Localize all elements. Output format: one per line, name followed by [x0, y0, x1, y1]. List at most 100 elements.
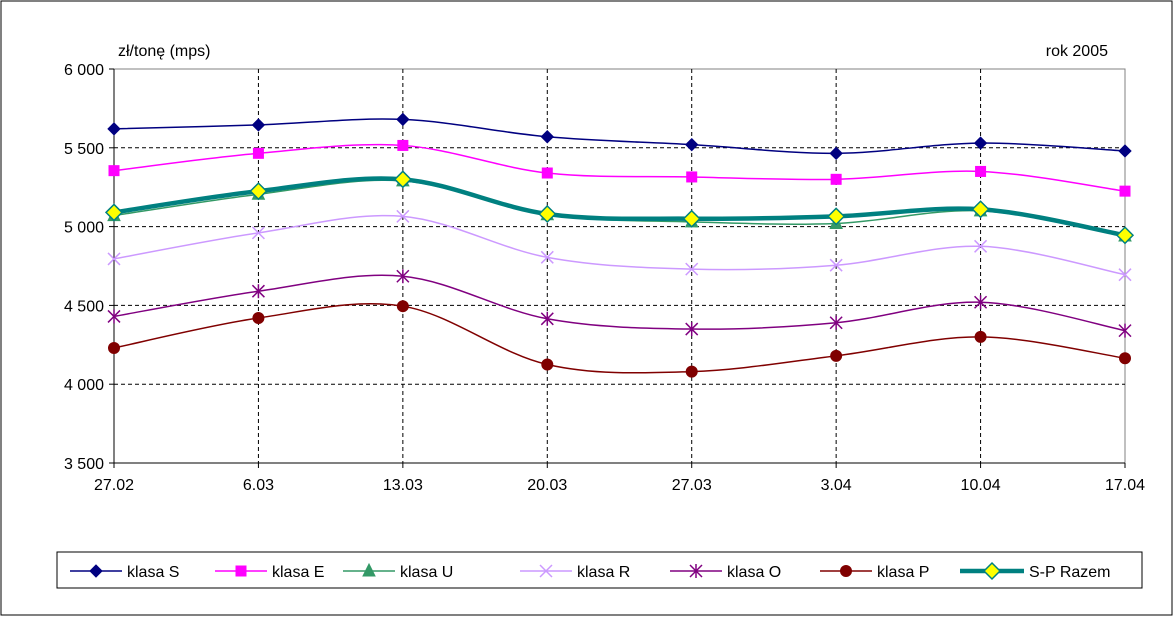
y-tick-label: 5 000 — [64, 220, 104, 237]
legend-item-s-p-razem: S-P Razem — [960, 561, 1111, 581]
legend-marker-s-p-razem — [982, 561, 1002, 581]
series-s-p-razem — [104, 170, 1135, 245]
data-point-klasa-s — [973, 136, 988, 150]
axes: 3 500 4 000 4 500 5 000 5 500 6 000 27.02 6.03 1… — [64, 62, 1145, 494]
series-klasa-p — [108, 300, 1131, 378]
series-klasa-r — [107, 209, 1132, 282]
data-point-klasa-p — [396, 300, 409, 313]
data-point-klasa-e — [108, 165, 120, 177]
data-point-klasa-r — [540, 250, 554, 264]
series-line-klasa-p — [113, 303, 1126, 374]
legend-marker-klasa-u — [362, 562, 376, 577]
data-point-klasa-r — [107, 252, 121, 266]
legend-item-klasa-e: klasa E — [215, 564, 324, 581]
series-line-klasa-s — [113, 118, 1126, 155]
data-point-klasa-r-stroke — [974, 239, 988, 253]
x-tick-label: 17.04 — [1105, 477, 1145, 494]
series-line-klasa-o — [113, 274, 1126, 332]
x-tick-label: 10.04 — [961, 477, 1001, 494]
data-point-klasa-r-stroke — [685, 262, 699, 276]
data-point-klasa-s — [829, 146, 843, 161]
series-group — [104, 112, 1135, 378]
data-point-klasa-r-stroke — [396, 209, 410, 223]
data-point-klasa-o — [974, 295, 988, 310]
legend-marker-klasa-s — [89, 564, 103, 578]
data-point-klasa-o — [1118, 323, 1132, 338]
legend-label-klasa-e: klasa E — [272, 564, 324, 581]
legend-marker-klasa-o — [689, 564, 703, 578]
data-point-klasa-s — [1118, 144, 1132, 158]
x-tick-label: 3.04 — [821, 477, 852, 494]
series-klasa-s — [107, 112, 1132, 161]
legend-label-klasa-r: klasa R — [577, 564, 630, 581]
x-tick-label: 6.03 — [243, 477, 274, 494]
legend-item-klasa-u: klasa U — [343, 562, 453, 581]
y-tick-label: 4 000 — [64, 377, 104, 394]
x-tick-label: 27.02 — [94, 477, 134, 494]
data-point-s-p-razem — [393, 170, 412, 189]
grid — [114, 69, 1125, 463]
legend-label-klasa-p: klasa P — [877, 564, 929, 581]
legend-item-klasa-r: klasa R — [520, 564, 630, 581]
legend-item-klasa-o: klasa O — [670, 564, 781, 581]
data-point-klasa-o — [396, 269, 410, 284]
data-point-klasa-s — [107, 122, 121, 136]
data-point-klasa-e — [541, 167, 553, 179]
data-point-klasa-s — [685, 137, 699, 152]
data-point-klasa-r-stroke — [1118, 268, 1132, 282]
data-point-klasa-e — [1119, 185, 1131, 197]
data-point-klasa-p — [685, 365, 698, 378]
y-axis-label: zł/tonę (mps) — [118, 43, 210, 60]
series-klasa-e — [108, 139, 1131, 197]
data-point-klasa-s — [251, 118, 266, 132]
legend-item-klasa-s: klasa S — [70, 564, 179, 581]
legend-item-klasa-p: klasa P — [820, 564, 929, 581]
legend-marker-klasa-e — [235, 565, 247, 577]
data-point-klasa-p — [1119, 352, 1131, 365]
series-line-klasa-r — [113, 214, 1126, 276]
y-tick-label: 6 000 — [64, 62, 104, 79]
data-point-s-p-razem — [538, 204, 557, 224]
data-point-klasa-r — [829, 258, 843, 272]
legend-label-klasa-o: klasa O — [727, 564, 781, 581]
data-point-klasa-o — [685, 322, 699, 337]
data-point-klasa-p — [974, 330, 987, 343]
data-point-s-p-razem — [104, 203, 124, 222]
data-point-klasa-r — [974, 239, 988, 253]
data-point-klasa-o — [107, 309, 121, 324]
data-point-s-p-razem — [1115, 226, 1135, 245]
data-point-klasa-e — [397, 139, 409, 151]
data-point-klasa-r — [1118, 268, 1132, 282]
y-tick-label: 3 500 — [64, 456, 104, 473]
legend-marker-klasa-r-stroke — [539, 564, 553, 578]
legend-label-klasa-u: klasa U — [400, 564, 453, 581]
data-point-klasa-p — [252, 312, 265, 325]
data-point-klasa-p — [108, 341, 120, 354]
data-point-klasa-e — [686, 171, 698, 183]
legend-label-klasa-s: klasa S — [127, 564, 179, 581]
data-point-klasa-e — [975, 165, 987, 177]
data-point-s-p-razem — [682, 209, 701, 228]
y-tick-label: 5 500 — [64, 141, 104, 158]
series-line-klasa-e — [113, 143, 1126, 192]
data-point-klasa-e — [252, 147, 264, 159]
legend-marker-klasa-p — [840, 565, 852, 577]
series-klasa-o — [107, 269, 1132, 338]
data-point-klasa-r — [251, 226, 265, 240]
data-point-klasa-o — [829, 315, 843, 330]
data-point-klasa-r-stroke — [107, 252, 121, 266]
legend: klasa S klasa E klasa U klasa R klasa O klasa… — [56, 551, 1143, 589]
series-line-s-p-razem — [113, 176, 1126, 238]
data-point-klasa-s — [540, 130, 554, 144]
data-point-s-p-razem — [971, 200, 990, 219]
y-tick-label: 4 500 — [64, 298, 104, 315]
data-point-s-p-razem — [827, 207, 846, 226]
x-tick-label: 13.03 — [383, 477, 423, 494]
data-point-klasa-o — [540, 311, 554, 326]
data-point-klasa-o — [251, 284, 265, 299]
data-point-klasa-p — [541, 358, 554, 371]
data-point-klasa-r-stroke — [251, 226, 265, 240]
data-point-klasa-r-stroke — [829, 258, 843, 272]
